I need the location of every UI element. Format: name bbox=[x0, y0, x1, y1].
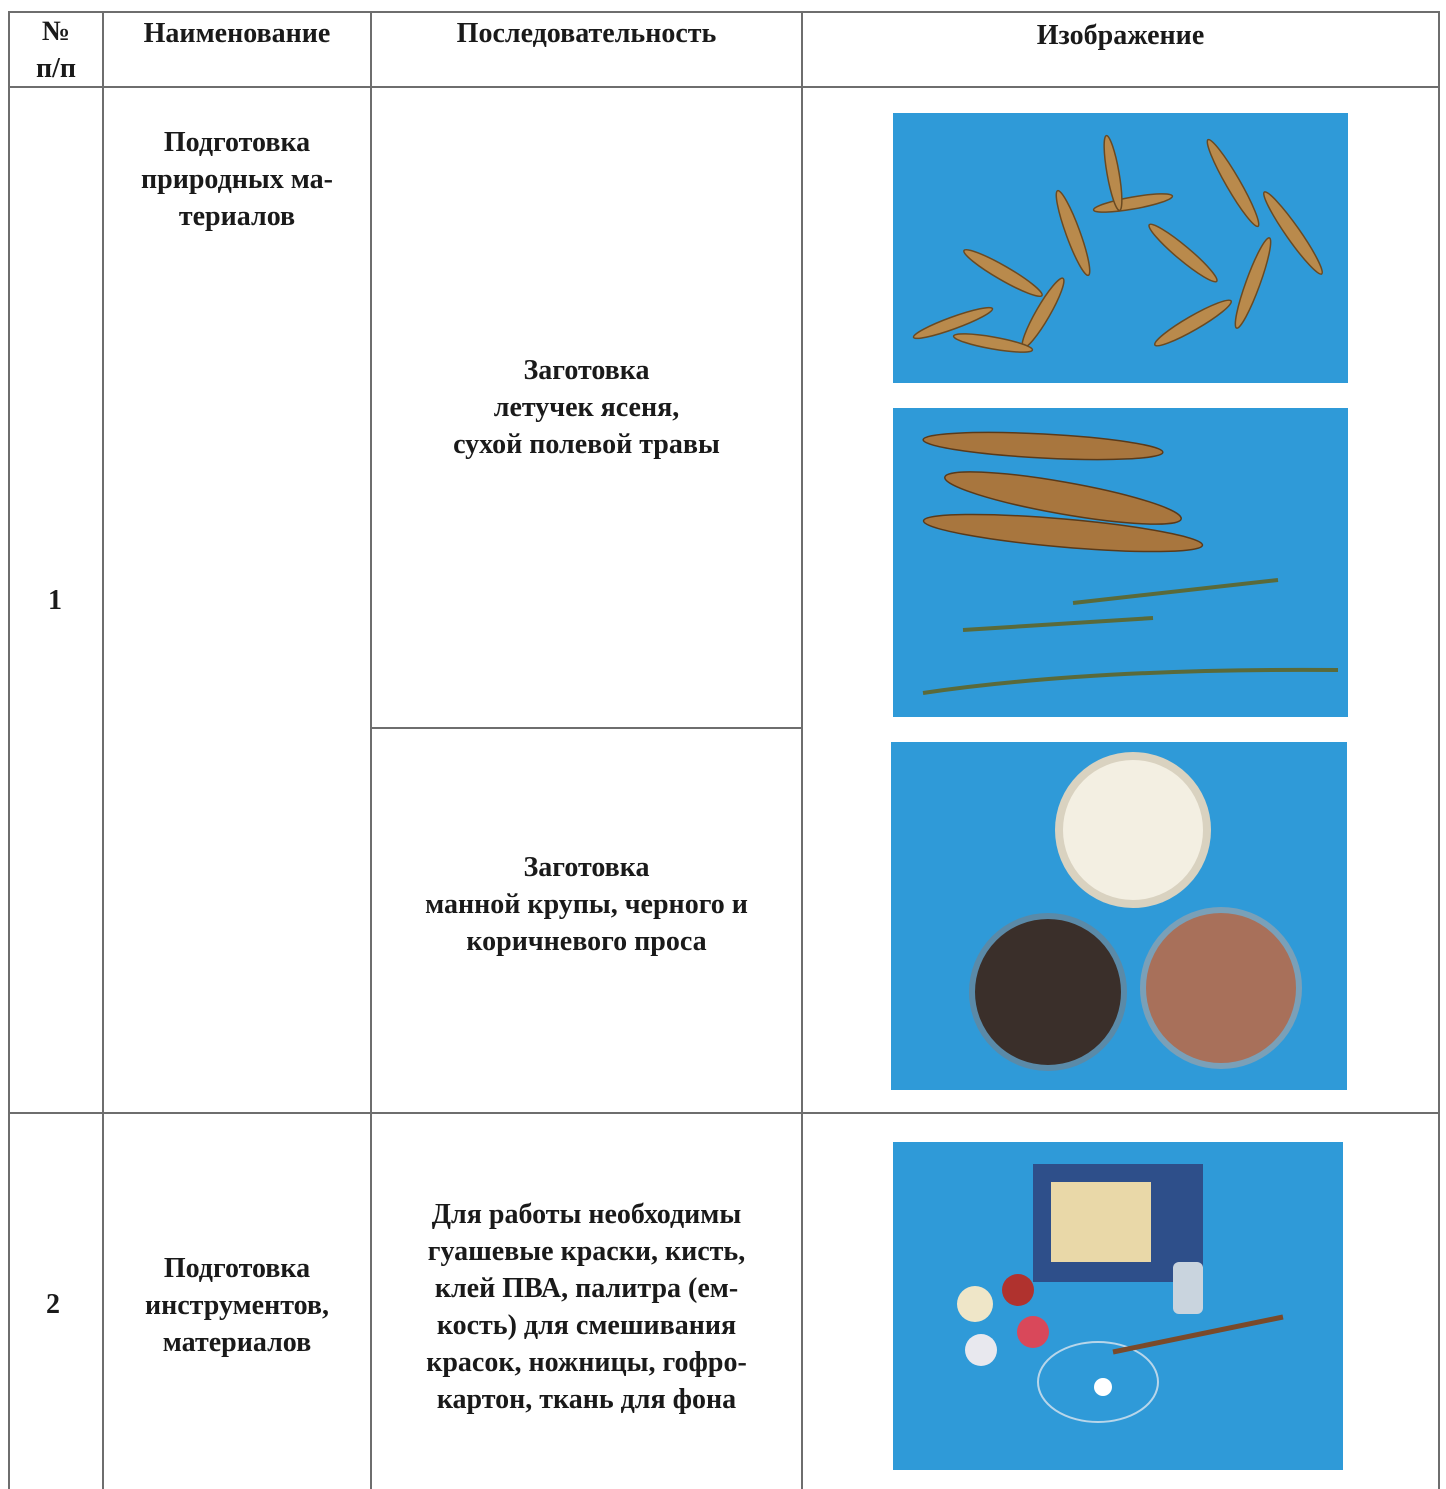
brown-millet bbox=[1140, 907, 1302, 1069]
semolina bbox=[1063, 760, 1203, 900]
border bbox=[102, 11, 104, 1489]
palette bbox=[1037, 1341, 1159, 1423]
brush bbox=[1112, 1314, 1284, 1355]
header-cell: Последовательность bbox=[456, 17, 717, 49]
glue bbox=[1173, 1262, 1203, 1314]
header-cell: № п/п bbox=[35, 16, 77, 84]
spikes bbox=[922, 431, 1204, 553]
border bbox=[8, 11, 10, 1489]
border bbox=[8, 86, 1440, 88]
header-cell: Изображение bbox=[1036, 19, 1205, 51]
jar bbox=[1017, 1316, 1049, 1348]
border bbox=[8, 11, 1440, 13]
jar bbox=[1002, 1274, 1034, 1306]
header-cell: Наименование bbox=[143, 17, 331, 49]
step-text: Для работы необходимы гуашевые краски, к… bbox=[426, 1199, 747, 1415]
border bbox=[370, 11, 372, 1489]
photo-ash-seeds bbox=[893, 113, 1348, 383]
photo-grass bbox=[893, 408, 1348, 717]
photo-bg bbox=[893, 113, 1348, 383]
row-number: 1 bbox=[48, 584, 62, 616]
row-number: 2 bbox=[46, 1288, 60, 1320]
jar bbox=[957, 1286, 993, 1322]
seeds bbox=[912, 134, 1323, 353]
box-label bbox=[1051, 1182, 1151, 1262]
paint-drop bbox=[1094, 1378, 1112, 1396]
border bbox=[1438, 11, 1440, 1489]
black-millet bbox=[969, 913, 1127, 1071]
photo-tools bbox=[893, 1142, 1343, 1470]
step-text: Заготовка манной крупы, черного и коричн… bbox=[425, 852, 748, 957]
step-text: Заготовка летучек ясеня, сухой полевой т… bbox=[453, 355, 720, 460]
border bbox=[8, 1112, 1440, 1114]
border bbox=[371, 727, 802, 729]
border bbox=[801, 11, 803, 1489]
jar bbox=[965, 1334, 997, 1366]
photo-grains bbox=[891, 742, 1347, 1090]
blades bbox=[922, 578, 1339, 695]
row-name: Подготовка инструментов, материалов bbox=[144, 1253, 330, 1358]
row-name: Подготовка природных ма- териалов bbox=[141, 127, 333, 232]
